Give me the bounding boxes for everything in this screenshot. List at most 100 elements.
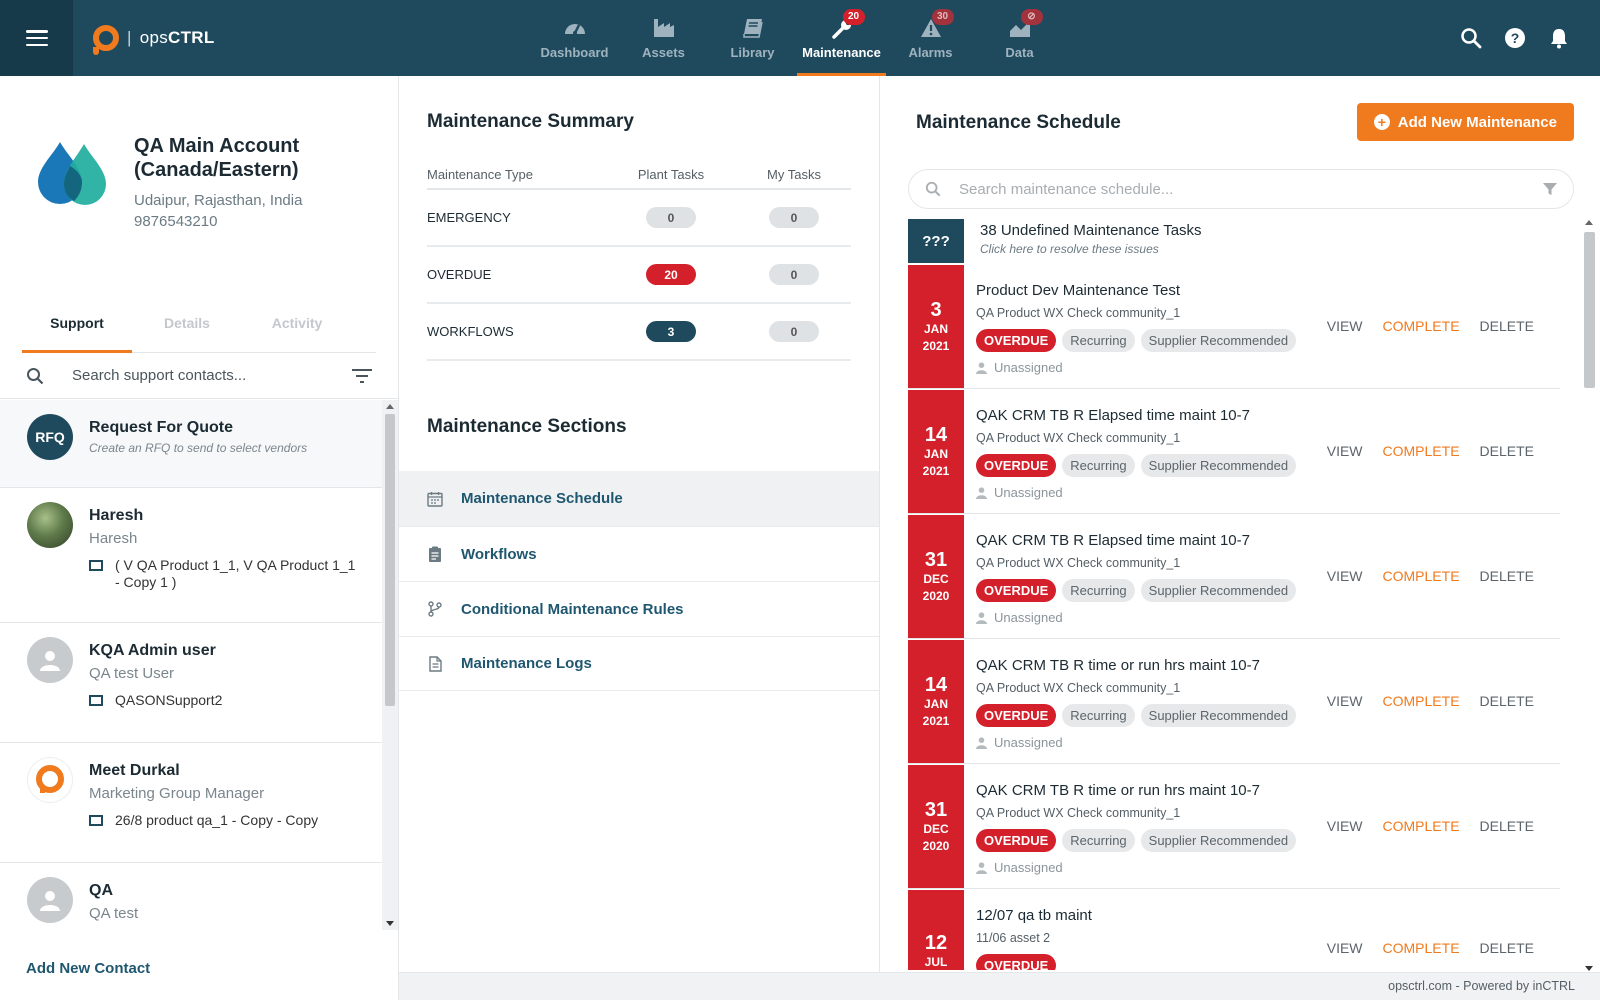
nav-label: Library [730,44,775,60]
task-assignee: Unassigned [976,360,1296,375]
contact-search-bar [0,353,398,399]
section-maintenance-logs[interactable]: Maintenance Logs [399,636,879,691]
nav-maintenance[interactable]: 20 Maintenance [797,0,886,76]
nav-label: Maintenance [802,44,881,60]
person-icon [976,861,987,874]
delete-button[interactable]: DELETE [1479,818,1534,834]
my-tasks-count[interactable]: 0 [769,321,819,342]
task-due-date: 12 JUL [908,890,964,970]
tab-support[interactable]: Support [22,311,132,353]
task-actions: VIEW COMPLETE DELETE [1327,318,1534,334]
task-tags: OVERDUE Recurring Supplier Recommended [976,454,1297,477]
delete-button[interactable]: DELETE [1479,940,1534,956]
section-workflows[interactable]: Workflows [399,526,879,581]
contact-search-input[interactable] [72,367,352,384]
complete-button[interactable]: COMPLETE [1382,940,1460,956]
add-new-maintenance-button[interactable]: + Add New Maintenance [1356,103,1574,141]
scroll-thumb[interactable] [385,414,395,706]
scroll-up-icon[interactable] [1585,220,1593,225]
schedule-search-input[interactable] [959,180,1543,198]
contact-item[interactable]: Haresh Haresh ( V QA Product 1_1, V QA P… [0,488,382,623]
maintenance-task-row[interactable]: 31 DEC 2020 QAK CRM TB R Elapsed time ma… [908,515,1560,639]
summary-row-workflows[interactable]: WORKFLOWS 3 0 [427,304,851,361]
view-button[interactable]: VIEW [1326,318,1363,334]
contact-item[interactable]: QA QA test [0,863,382,930]
task-assignee: Unassigned [976,860,1296,875]
maintenance-task-row[interactable]: 3 JAN 2021 Product Dev Maintenance Test … [908,265,1560,389]
maintenance-task-row[interactable]: 14 JAN 2021 QAK CRM TB R Elapsed time ma… [908,390,1560,514]
schedule-scrollbar[interactable] [1580,216,1598,973]
task-tags: OVERDUE Recurring Supplier Recommended [976,329,1297,352]
delete-button[interactable]: DELETE [1479,318,1534,334]
delete-button[interactable]: DELETE [1479,443,1534,459]
contact-item[interactable]: Meet Durkal Marketing Group Manager 26/8… [0,743,382,863]
menu-button[interactable] [0,0,73,76]
button-label: Add New Maintenance [1397,113,1557,131]
due-year: 2021 [922,713,950,728]
maintenance-type: EMERGENCY [427,210,511,225]
contact-list-scrollbar[interactable] [382,400,398,930]
scroll-up-icon[interactable] [386,404,394,409]
view-button[interactable]: VIEW [1326,693,1363,709]
task-tag: Recurring [1062,704,1135,727]
due-day: 31 [924,548,948,571]
scroll-down-icon[interactable] [1585,966,1593,971]
nav-library[interactable]: Library [708,0,797,76]
contact-rfq[interactable]: RFQ Request For Quote Create an RFQ to s… [0,400,382,488]
search-icon[interactable] [1460,27,1482,49]
view-button[interactable]: VIEW [1326,818,1363,834]
add-new-contact-link[interactable]: Add New Contact [26,960,151,977]
contact-asset: 26/8 product qa_1 - Copy - Copy [89,812,359,829]
maintenance-task-row[interactable]: 14 JAN 2021 QAK CRM TB R time or run hrs… [908,640,1560,764]
section-conditional-rules[interactable]: Conditional Maintenance Rules [399,581,879,636]
due-year: 2021 [922,338,950,353]
plant-tasks-count[interactable]: 3 [646,321,696,342]
contact-item[interactable]: KQA Admin user QA test User QASONSupport… [0,623,382,743]
my-tasks-count[interactable]: 0 [769,264,819,285]
book-icon [740,17,766,39]
view-button[interactable]: VIEW [1326,443,1363,459]
due-day: 31 [924,798,948,821]
left-tabs: Support Details Activity [22,311,376,353]
app-logo[interactable]: | opsCTRL [93,25,215,55]
due-day: 14 [924,673,948,696]
plant-tasks-count[interactable]: 0 [646,207,696,228]
nav-alarms[interactable]: 30 Alarms [886,0,975,76]
complete-button[interactable]: COMPLETE [1382,568,1460,584]
complete-button[interactable]: COMPLETE [1382,443,1460,459]
due-month: JAN [923,446,948,461]
maintenance-task-row[interactable]: 12 JUL 12/07 qa tb maint 11/06 asset 2 O… [908,890,1560,970]
search-icon [925,181,941,197]
delete-button[interactable]: DELETE [1479,568,1534,584]
my-tasks-count[interactable]: 0 [769,207,819,228]
alarm-icon: 30 [918,8,954,39]
delete-button[interactable]: DELETE [1479,693,1534,709]
task-asset: QA Product WX Check community_1 [976,681,1181,695]
due-day: 14 [924,423,948,446]
scroll-thumb[interactable] [1584,232,1595,388]
summary-row-overdue[interactable]: OVERDUE 20 0 [427,247,851,304]
filter-icon[interactable] [352,368,372,383]
nav-dashboard[interactable]: Dashboard [530,0,619,76]
view-button[interactable]: VIEW [1326,940,1363,956]
summary-row-emergency[interactable]: EMERGENCY 0 0 [427,190,851,247]
maintenance-task-row[interactable]: 31 DEC 2020 QAK CRM TB R time or run hrs… [908,765,1560,889]
task-due-date: 3 JAN 2021 [908,265,964,388]
bell-icon[interactable] [1548,27,1570,49]
account-location: Udaipur, Rajasthan, India [134,192,303,209]
tab-activity[interactable]: Activity [271,315,323,331]
complete-button[interactable]: COMPLETE [1382,818,1460,834]
complete-button[interactable]: COMPLETE [1382,318,1460,334]
section-maintenance-schedule[interactable]: Maintenance Schedule [399,471,879,526]
view-button[interactable]: VIEW [1326,568,1363,584]
help-icon[interactable]: ? [1504,27,1526,49]
left-panel: QA Main Account (Canada/Eastern) Udaipur… [0,76,399,1000]
funnel-icon[interactable] [1543,182,1557,196]
undefined-tasks-banner[interactable]: ??? 38 Undefined Maintenance Tasks Click… [908,219,1560,263]
tab-details[interactable]: Details [164,315,210,331]
nav-assets[interactable]: Assets [619,0,708,76]
nav-data[interactable]: ⊘ Data [975,0,1064,76]
plant-tasks-count[interactable]: 20 [646,264,696,285]
complete-button[interactable]: COMPLETE [1382,693,1460,709]
scroll-down-icon[interactable] [386,921,394,926]
